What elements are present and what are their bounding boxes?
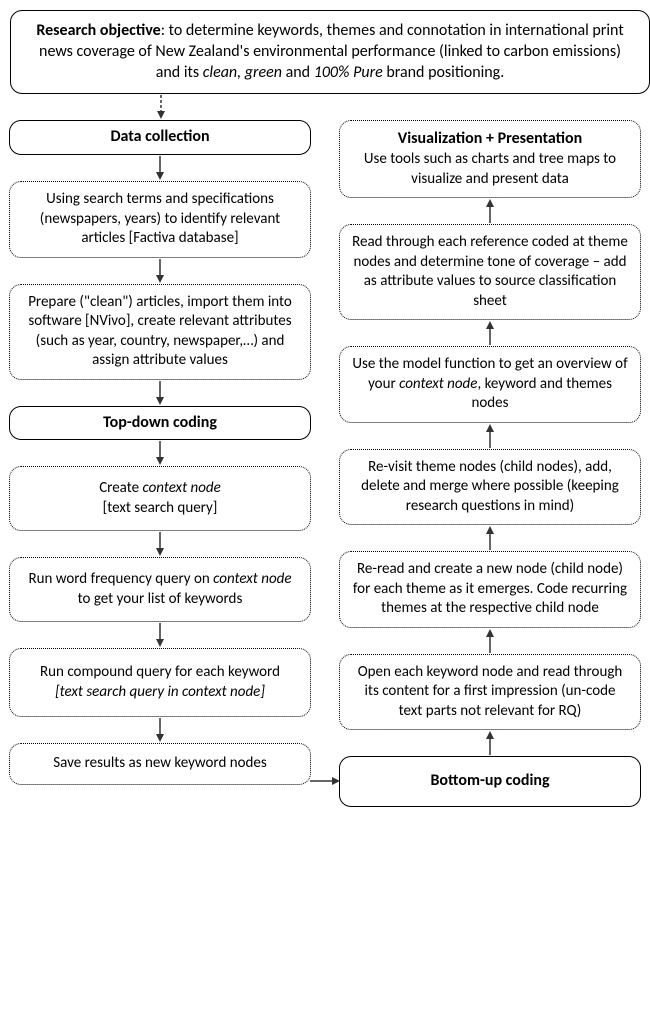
research-objective-box: Research objective: to determine keyword… <box>10 10 650 94</box>
text-italic: context node <box>142 479 220 497</box>
arrow-down-icon <box>154 531 166 557</box>
objective-label: Research objective <box>36 21 160 40</box>
arrow-dashed-down <box>10 94 640 120</box>
arrow-up-icon <box>484 628 496 654</box>
arrow-up-icon <box>484 198 496 224</box>
context-node-box: Create context node [text search query] <box>9 466 311 531</box>
text: Run word frequency query on <box>28 570 213 588</box>
text: [text search query] <box>103 499 218 517</box>
visualization-box: Visualization + Presentation Use tools s… <box>339 120 641 198</box>
visualization-text: Use tools such as charts and tree maps t… <box>364 150 616 188</box>
bottomup-heading: Bottom-up coding <box>339 756 641 807</box>
objective-text3: brand positioning. <box>383 63 505 82</box>
word-frequency-box: Run word frequency query on context node… <box>9 557 311 622</box>
arrow-up-icon <box>484 730 496 756</box>
text-italic: context node <box>213 570 291 588</box>
right-column: Visualization + Presentation Use tools s… <box>340 120 640 807</box>
columns: Data collection Using search terms and s… <box>10 120 640 807</box>
tone-coverage-box: Read through each reference coded at the… <box>339 224 641 320</box>
arrow-down-icon <box>154 258 166 284</box>
objective-italic2: 100% Pure <box>314 63 383 82</box>
objective-text2: and <box>282 63 314 82</box>
text-italic: [text search query in context node] <box>55 683 265 701</box>
text: Run compound query for each keyword <box>40 663 280 681</box>
text: to get your list of keywords <box>78 590 243 608</box>
arrow-right-icon <box>310 775 340 787</box>
arrow-down-icon <box>154 380 166 406</box>
open-keyword-box: Open each keyword node and read through … <box>339 654 641 731</box>
topdown-heading: Top-down coding <box>9 406 311 441</box>
arrow-up-icon <box>484 320 496 346</box>
revisit-nodes-box: Re-visit theme nodes (child nodes), add,… <box>339 449 641 526</box>
arrow-down-icon <box>154 155 166 181</box>
flowchart-container: Research objective: to determine keyword… <box>10 10 640 807</box>
text: , keyword and themes nodes <box>471 375 611 413</box>
arrow-down-icon <box>154 622 166 648</box>
arrow-up-icon <box>484 423 496 449</box>
text-italic: context node <box>399 375 477 393</box>
arrow-up-icon <box>484 525 496 551</box>
objective-italic1: clean, green <box>203 63 282 82</box>
search-terms-box: Using search terms and specifications (n… <box>9 181 311 258</box>
text: Create <box>99 479 142 497</box>
prepare-articles-box: Prepare ("clean") articles, import them … <box>9 284 311 380</box>
reread-nodes-box: Re-read and create a new node (child nod… <box>339 551 641 628</box>
arrow-down-icon <box>154 440 166 466</box>
data-collection-heading: Data collection <box>9 120 311 155</box>
model-function-box: Use the model function to get an overvie… <box>339 346 641 423</box>
save-results-box: Save results as new keyword nodes <box>9 743 311 785</box>
compound-query-box: Run compound query for each keyword [tex… <box>9 648 311 717</box>
arrow-down-icon <box>154 717 166 743</box>
visualization-heading: Visualization + Presentation <box>398 129 582 148</box>
left-column: Data collection Using search terms and s… <box>10 120 310 807</box>
